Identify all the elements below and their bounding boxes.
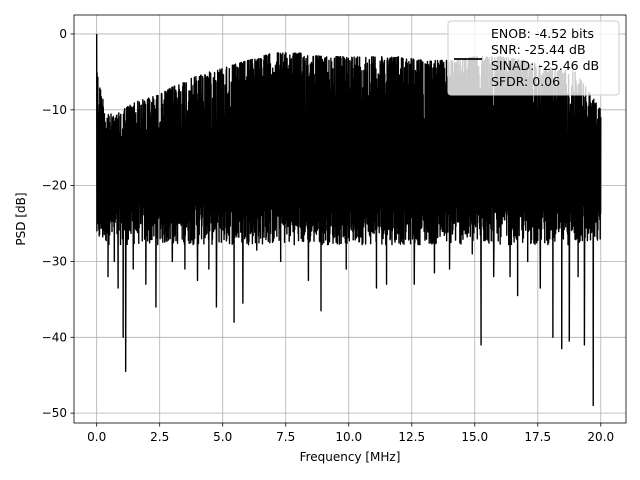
x-tick-label: 0.0 bbox=[87, 430, 106, 444]
psd-line bbox=[95, 33, 602, 407]
x-tick-label: 5.0 bbox=[213, 430, 232, 444]
x-tick-label: 20.0 bbox=[587, 430, 614, 444]
legend-entry-sinad: SINAD: -25.46 dB bbox=[491, 58, 599, 73]
x-tick-label: 10.0 bbox=[335, 430, 362, 444]
legend-entry-snr: SNR: -25.44 dB bbox=[491, 42, 586, 57]
legend-box bbox=[447, 20, 620, 96]
y-tick-label: −40 bbox=[42, 330, 67, 344]
y-tick-label: −30 bbox=[42, 254, 67, 268]
legend-entry-sfdr: SFDR: 0.06 bbox=[491, 74, 560, 89]
y-axis-label: PSD [dB] bbox=[14, 192, 28, 245]
legend-entry-enob: ENOB: -4.52 bits bbox=[491, 26, 594, 41]
y-axis-ticks: 0 −10 −20 −30 −40 −50 bbox=[42, 27, 74, 420]
psd-series bbox=[95, 33, 602, 407]
x-axis-label: Frequency [MHz] bbox=[300, 450, 401, 464]
x-tick-label: 15.0 bbox=[461, 430, 488, 444]
axes-frame bbox=[73, 14, 627, 424]
y-tick-label: −50 bbox=[42, 406, 67, 420]
y-tick-label: −10 bbox=[42, 103, 67, 117]
y-tick-label: −20 bbox=[42, 179, 67, 193]
y-tick-label: 0 bbox=[59, 27, 67, 41]
x-axis-ticks: 0.0 2.5 5.0 7.5 10.0 12.5 15.0 17.5 20.0 bbox=[87, 423, 614, 444]
x-tick-label: 7.5 bbox=[276, 430, 295, 444]
x-tick-label: 17.5 bbox=[524, 430, 551, 444]
x-tick-label: 2.5 bbox=[150, 430, 169, 444]
x-tick-label: 12.5 bbox=[398, 430, 425, 444]
legend: ENOB: -4.52 bits SNR: -25.44 dB SINAD: -… bbox=[447, 20, 620, 96]
